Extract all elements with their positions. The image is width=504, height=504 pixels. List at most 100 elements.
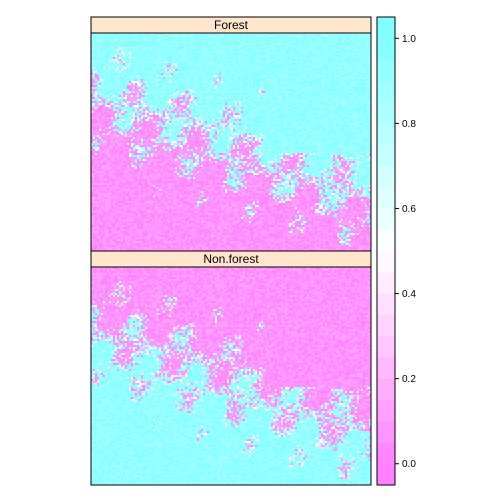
heatmap-cell — [189, 59, 192, 62]
heatmap-cell — [103, 39, 106, 42]
heatmap-cell — [363, 83, 366, 86]
heatmap-cell — [295, 71, 298, 74]
heatmap-cell — [217, 35, 220, 38]
heatmap-cell — [105, 43, 108, 46]
heatmap-cell — [177, 93, 180, 96]
heatmap-cell — [95, 41, 98, 44]
heatmap-cell — [153, 57, 156, 60]
heatmap-cell — [219, 61, 222, 64]
heatmap-cell — [295, 45, 298, 48]
heatmap-cell — [359, 63, 362, 66]
heatmap-cell — [361, 57, 364, 60]
heatmap-cell — [185, 61, 188, 64]
heatmap-cell — [309, 85, 312, 88]
heatmap-cell — [101, 79, 104, 82]
heatmap-cell — [199, 41, 202, 44]
heatmap-cell — [289, 47, 292, 50]
heatmap-cell — [147, 89, 150, 92]
heatmap-cell — [217, 91, 220, 94]
heatmap-cell — [137, 65, 140, 68]
heatmap-cell — [365, 39, 368, 42]
heatmap-cell — [297, 57, 300, 60]
heatmap-cell — [337, 87, 340, 90]
heatmap-cell — [259, 77, 262, 80]
heatmap-cell — [123, 103, 126, 106]
heatmap-cell — [185, 67, 188, 70]
heatmap-cell — [205, 43, 208, 46]
heatmap-cell — [331, 69, 334, 72]
heatmap-cell — [233, 73, 236, 76]
heatmap-cell — [197, 59, 200, 62]
heatmap-cell — [171, 49, 174, 52]
heatmap-cell — [195, 71, 198, 74]
heatmap-cell — [357, 69, 360, 72]
heatmap-cell — [311, 81, 314, 84]
heatmap-cell — [109, 95, 112, 98]
heatmap-cell — [113, 45, 116, 48]
heatmap-cell — [279, 83, 282, 86]
heatmap-cell — [227, 59, 230, 62]
heatmap-cell — [155, 61, 158, 64]
heatmap-cell — [171, 51, 174, 54]
heatmap-cell — [327, 45, 330, 48]
heatmap-cell — [169, 81, 172, 84]
heatmap-cell — [171, 63, 174, 66]
heatmap-cell — [219, 103, 222, 106]
heatmap-cell — [315, 73, 318, 76]
heatmap-cell — [177, 87, 180, 90]
heatmap-cell — [169, 59, 172, 62]
heatmap-cell — [263, 87, 266, 90]
heatmap-cell — [227, 37, 230, 40]
heatmap-cell — [193, 87, 196, 90]
heatmap-cell — [99, 91, 102, 94]
heatmap-cell — [133, 97, 136, 100]
heatmap-cell — [251, 35, 254, 38]
heatmap-cell — [171, 93, 174, 96]
heatmap-cell — [173, 93, 176, 96]
heatmap-cell — [129, 51, 132, 54]
heatmap-cell — [259, 93, 262, 96]
heatmap-cell — [303, 51, 306, 54]
heatmap-cell — [247, 69, 250, 72]
heatmap-cell — [151, 99, 154, 102]
heatmap-cell — [153, 99, 156, 102]
heatmap-cell — [211, 59, 214, 62]
heatmap-cell — [247, 59, 250, 62]
heatmap-cell — [103, 65, 106, 68]
heatmap-cell — [289, 71, 292, 74]
heatmap-cell — [113, 63, 116, 66]
heatmap-cell — [331, 93, 334, 96]
heatmap-cell — [209, 101, 212, 104]
heatmap-cell — [337, 49, 340, 52]
heatmap-cell — [183, 101, 186, 104]
heatmap-cell — [117, 99, 120, 102]
heatmap-cell — [163, 99, 166, 102]
heatmap-cell — [183, 75, 186, 78]
heatmap-cell — [207, 93, 210, 96]
heatmap-cell — [317, 39, 320, 42]
heatmap-cell — [303, 63, 306, 66]
heatmap-cell — [239, 35, 242, 38]
heatmap-cell — [159, 103, 162, 106]
heatmap-cell — [107, 41, 110, 44]
heatmap-cell — [181, 79, 184, 82]
heatmap-cell — [261, 63, 264, 66]
heatmap-cell — [351, 51, 354, 54]
heatmap-cell — [125, 53, 128, 56]
heatmap-cell — [287, 97, 290, 100]
heatmap-cell — [327, 71, 330, 74]
heatmap-cell — [149, 35, 152, 38]
heatmap-cell — [167, 95, 170, 98]
heatmap-cell — [109, 35, 112, 38]
heatmap-cell — [225, 59, 228, 62]
heatmap-cell — [289, 95, 292, 98]
heatmap-cell — [183, 59, 186, 62]
heatmap-cell — [185, 41, 188, 44]
heatmap-cell — [149, 47, 152, 50]
heatmap-cell — [113, 79, 116, 82]
heatmap-cell — [333, 101, 336, 104]
heatmap-cell — [365, 97, 368, 100]
heatmap-cell — [229, 67, 232, 70]
heatmap-cell — [293, 65, 296, 68]
heatmap-cell — [233, 63, 236, 66]
